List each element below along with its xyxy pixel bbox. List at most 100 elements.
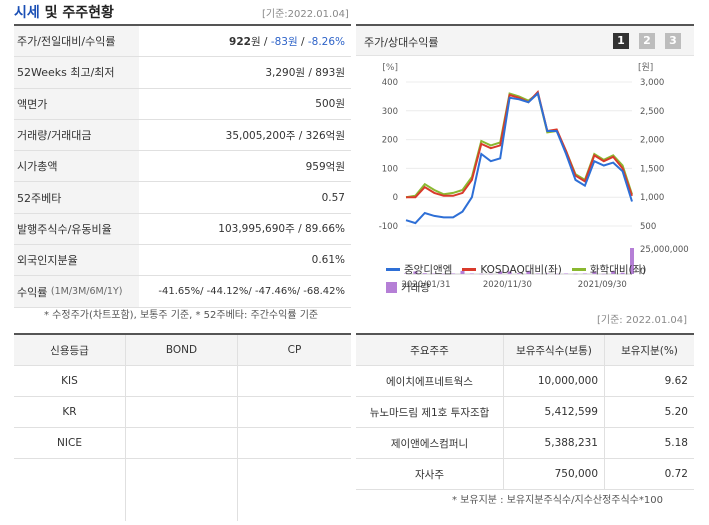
legend-swatch: [386, 268, 400, 271]
right-axis-unit: [원]: [638, 62, 653, 73]
row-label: 시가총액: [14, 151, 139, 182]
left-tick-label: -100: [379, 222, 398, 232]
row-label: 거래량/거래대금: [14, 119, 139, 151]
volume-bar: [460, 270, 465, 274]
left-tick-label: 0: [393, 193, 398, 203]
right-tick-label: 500: [640, 222, 656, 232]
table-row: 자사주 750,000 0.72: [356, 459, 694, 490]
chart-tab-2[interactable]: 2: [639, 33, 655, 49]
volume-bar: [451, 273, 456, 274]
legend-label: 중앙디앤엠: [404, 264, 453, 276]
left-axis-unit: [%]: [382, 63, 398, 73]
table-row: KR: [14, 397, 351, 428]
legend-item[interactable]: 화학대비(좌): [571, 262, 646, 277]
volume-bar: [488, 273, 493, 275]
share-percent: 9.62: [664, 375, 688, 387]
left-footnote: * 수정주가(차트포함), 보통주 기준, * 52주베타: 주간수익률 기준: [44, 310, 319, 321]
volume-bar: [441, 273, 446, 275]
right-tick-label: 1,000: [640, 193, 664, 203]
table-header-row: 신용등급 BOND CP: [14, 335, 351, 366]
volume-bar: [498, 271, 503, 274]
series-line-1: [406, 90, 633, 199]
chart-tab-1[interactable]: 1: [613, 33, 629, 49]
row-label: 수익률 (1M/3M/6M/1Y): [14, 276, 139, 307]
legend-item[interactable]: KOSDAQ대비(좌): [462, 262, 562, 277]
row-label: 52Weeks 최고/최저: [14, 57, 139, 88]
series-line-2: [405, 91, 633, 199]
volume-bar: [545, 273, 550, 274]
row-value: 959억원: [305, 160, 345, 173]
legend-item[interactable]: 중앙디앤엠: [386, 262, 452, 277]
row-label: 발행주식수/유동비율: [14, 213, 139, 245]
table-row: 주가/전일대비/수익률 922원 / -83원 / -8.26%: [14, 26, 351, 58]
cp-rating: [238, 397, 351, 427]
volume-bar: [469, 273, 474, 274]
row-label: 주가/전일대비/수익률: [14, 26, 139, 57]
legend-item[interactable]: 거래량: [386, 280, 430, 295]
chart-panel: 주가/상대수익률 1 2 3 [%] [원] 400 3,000 300 2,500 200…: [356, 24, 694, 299]
table-row: 수익률 (1M/3M/6M/1Y) -41.65%/ -44.12%/ -47.…: [14, 276, 351, 308]
row-value: 3,290원 / 893원: [265, 66, 345, 79]
shareholder-name: 제이앤에스컴퍼니: [356, 428, 504, 458]
column-header: 신용등급: [14, 335, 126, 365]
chart-header: 주가/상대수익률 1 2 3: [356, 26, 694, 56]
share-percent: 5.20: [664, 406, 688, 418]
volume-bar: [601, 273, 606, 275]
x-tick-label: 2021/09/30: [578, 280, 627, 290]
title-highlight: 시세: [14, 5, 40, 21]
row-label: 외국인지분율: [14, 245, 139, 276]
share-percent: 0.72: [664, 468, 688, 480]
chart-tab-3[interactable]: 3: [665, 33, 681, 49]
volume-bar: [592, 271, 597, 274]
right-footnote: * 보유지분 : 보유지분주식수/지수산정주식수*100: [452, 495, 663, 506]
table-row: 시가총액 959억원: [14, 151, 351, 183]
volume-bar: [413, 271, 418, 274]
cp-rating: [238, 428, 351, 458]
row-value: 500원: [315, 98, 345, 111]
chart-title: 주가/상대수익률: [364, 36, 439, 49]
agency-name: KIS: [14, 366, 126, 396]
agency-name: KR: [14, 397, 126, 427]
reference-date: [기준:2022.01.04]: [262, 9, 349, 20]
empty-row: [14, 459, 351, 521]
volume-bar: [422, 273, 427, 274]
volume-bar: [564, 273, 569, 274]
chart-legend: 중앙디앤엠 KOSDAQ대비(좌) 화학대비(좌) 거래량: [386, 262, 696, 295]
series-line-0: [405, 91, 633, 225]
volume-bar: [404, 273, 408, 274]
shareholder-table: 주요주주 보유주식수(보통) 보유지분(%) 에이치에프네트웍스 10,000,0…: [356, 333, 694, 490]
column-header: CP: [238, 335, 351, 365]
legend-label: 거래량: [401, 282, 430, 294]
right-tick-label: 1,500: [640, 164, 664, 174]
legend-swatch: [386, 282, 397, 293]
bond-rating: [126, 428, 238, 458]
table-row: 외국인지분율 0.61%: [14, 245, 351, 277]
table-row: 발행주식수/유동비율 103,995,690주 / 89.66%: [14, 213, 351, 246]
credit-rating-table: 신용등급 BOND CP KIS KR NICE: [14, 333, 351, 521]
share-count: 5,388,231: [504, 428, 605, 458]
x-tick-label: 2020/01/31: [402, 280, 451, 290]
table-row: 액면가 500원: [14, 88, 351, 120]
agency-name: NICE: [14, 428, 126, 458]
column-header: 주요주주: [356, 335, 504, 365]
shareholder-name: 뉴노마드림 제1호 투자조합: [356, 397, 504, 427]
volume-bar: [479, 273, 484, 275]
share-percent: 5.18: [664, 437, 688, 449]
share-count: 750,000: [504, 459, 605, 489]
bond-rating: [126, 366, 238, 396]
row-label: 52주베타: [14, 182, 139, 213]
row-value: 35,005,200주 / 326억원: [225, 129, 345, 142]
volume-bar: [573, 273, 578, 275]
column-header: 보유지분(%): [605, 335, 694, 365]
cp-rating: [238, 366, 351, 396]
volume-bar: [517, 273, 521, 274]
column-header: BOND: [126, 335, 238, 365]
legend-label: KOSDAQ대비(좌): [480, 264, 562, 276]
row-value: 0.57: [321, 191, 345, 204]
volume-tick-label: 0: [640, 267, 645, 277]
row-value: 103,995,690주 / 89.66%: [218, 223, 345, 236]
volume-tick-label: 25,000,000: [640, 245, 689, 255]
right-tick-label: 2,000: [640, 136, 664, 146]
shareholder-name: 자사주: [356, 459, 504, 489]
volume-bar: [554, 273, 559, 275]
